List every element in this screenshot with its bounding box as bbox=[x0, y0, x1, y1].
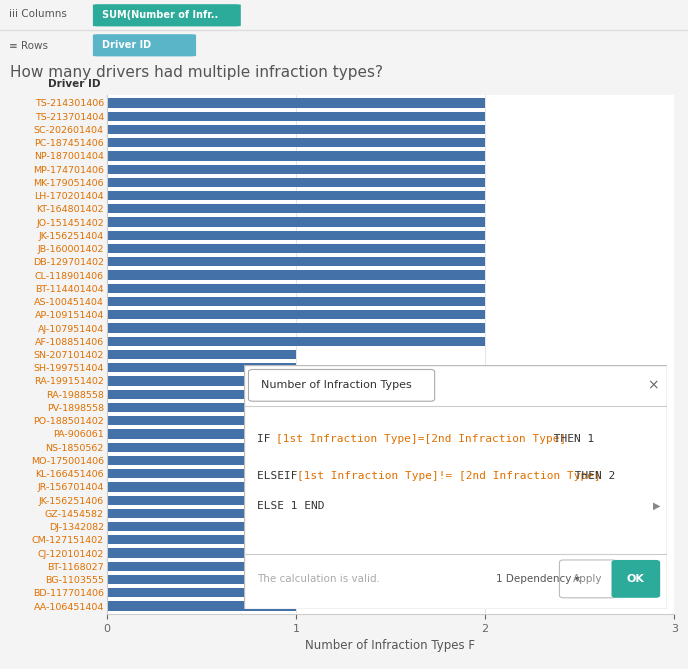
Text: THEN 2: THEN 2 bbox=[568, 471, 615, 481]
Bar bbox=[107, 98, 485, 108]
Bar bbox=[107, 217, 485, 227]
Bar bbox=[107, 601, 296, 611]
Bar bbox=[107, 575, 296, 584]
Text: ▶: ▶ bbox=[653, 501, 660, 511]
Bar bbox=[107, 323, 485, 332]
Text: ELSEIF: ELSEIF bbox=[257, 471, 304, 481]
FancyBboxPatch shape bbox=[612, 560, 660, 598]
Bar bbox=[107, 204, 485, 213]
Bar bbox=[107, 125, 485, 134]
Text: How many drivers had multiple infraction types?: How many drivers had multiple infraction… bbox=[10, 65, 383, 80]
Text: ×: × bbox=[647, 379, 658, 392]
Text: Driver ID: Driver ID bbox=[48, 79, 101, 89]
Bar bbox=[107, 377, 296, 385]
Text: [1st Infraction Type]=[2nd Infraction Type]: [1st Infraction Type]=[2nd Infraction Ty… bbox=[276, 434, 566, 444]
Bar bbox=[107, 244, 485, 253]
Bar bbox=[107, 389, 296, 399]
FancyBboxPatch shape bbox=[244, 365, 667, 609]
Bar bbox=[107, 456, 296, 465]
Text: Number of Infraction Types: Number of Infraction Types bbox=[261, 381, 412, 390]
Bar bbox=[107, 522, 296, 531]
Text: THEN 1: THEN 1 bbox=[547, 434, 594, 444]
Bar bbox=[107, 549, 296, 558]
Text: OK: OK bbox=[627, 574, 645, 584]
Text: [1st Infraction Type]!= [2nd Infraction Type]: [1st Infraction Type]!= [2nd Infraction … bbox=[297, 471, 601, 481]
Bar bbox=[107, 310, 485, 319]
Bar bbox=[107, 178, 485, 187]
Bar bbox=[107, 231, 485, 240]
Text: ≡ Rows: ≡ Rows bbox=[9, 41, 48, 51]
FancyBboxPatch shape bbox=[93, 34, 196, 56]
Bar bbox=[107, 416, 296, 425]
Text: IF: IF bbox=[257, 434, 277, 444]
Text: 1 Dependency ▾: 1 Dependency ▾ bbox=[496, 575, 580, 585]
Bar bbox=[107, 270, 485, 280]
Bar bbox=[107, 284, 485, 293]
Bar bbox=[107, 403, 296, 412]
Bar bbox=[107, 508, 296, 518]
Bar bbox=[107, 363, 296, 373]
Text: Driver ID: Driver ID bbox=[102, 40, 151, 50]
Bar bbox=[107, 337, 485, 346]
Bar bbox=[107, 191, 485, 200]
FancyBboxPatch shape bbox=[93, 4, 241, 26]
Text: Apply: Apply bbox=[573, 574, 603, 584]
X-axis label: Number of Infraction Types F: Number of Infraction Types F bbox=[305, 640, 475, 652]
Bar bbox=[107, 562, 296, 571]
Bar bbox=[107, 482, 296, 492]
FancyBboxPatch shape bbox=[248, 369, 435, 401]
Bar bbox=[107, 165, 485, 174]
Bar bbox=[107, 429, 296, 439]
Bar bbox=[107, 151, 485, 161]
Bar bbox=[107, 469, 296, 478]
FancyBboxPatch shape bbox=[559, 560, 616, 598]
Bar bbox=[107, 588, 296, 597]
Bar bbox=[107, 350, 296, 359]
Bar bbox=[107, 297, 485, 306]
Text: SUM(Number of Infr..: SUM(Number of Infr.. bbox=[102, 10, 218, 20]
Text: ELSE 1 END: ELSE 1 END bbox=[257, 501, 325, 511]
Bar bbox=[107, 496, 296, 505]
Bar bbox=[107, 535, 296, 545]
Text: The calculation is valid.: The calculation is valid. bbox=[257, 575, 380, 585]
Bar bbox=[107, 138, 485, 147]
Bar bbox=[107, 443, 296, 452]
Bar bbox=[107, 257, 485, 266]
Bar bbox=[107, 112, 485, 121]
Text: iii Columns: iii Columns bbox=[9, 9, 67, 19]
